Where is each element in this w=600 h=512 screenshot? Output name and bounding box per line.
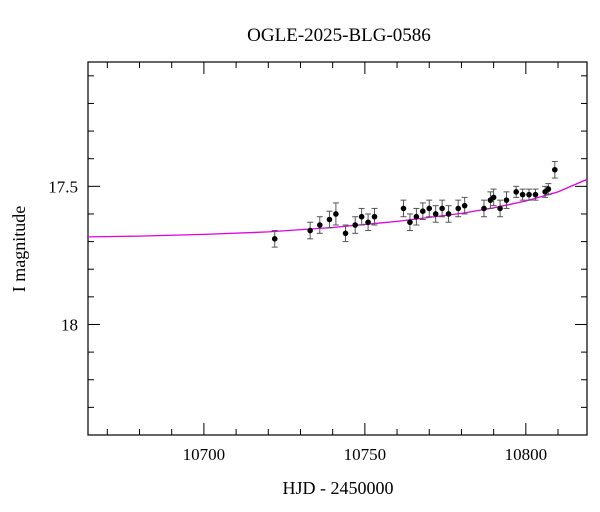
data-point [445, 211, 452, 217]
data-point-group [439, 199, 446, 218]
data-point [490, 194, 497, 201]
data-point [371, 213, 378, 220]
data-point [407, 219, 413, 226]
data-point [552, 166, 558, 173]
data-point-group [326, 210, 333, 229]
data-point [497, 205, 503, 212]
data-point-group [545, 183, 552, 196]
data-point [326, 216, 333, 223]
data-point [358, 213, 365, 220]
data-point-group [445, 205, 452, 223]
y-axis-label: I magnitude [9, 206, 29, 292]
data-point-group [542, 185, 549, 198]
data-point-group [371, 207, 378, 226]
data-point [307, 227, 313, 234]
data-point-group [413, 207, 420, 226]
data-point [526, 191, 532, 198]
data-point [532, 191, 539, 198]
data-point [365, 219, 371, 226]
x-tick-label: 10700 [183, 445, 226, 464]
x-axis-ticks [106, 62, 559, 435]
data-point-group [365, 213, 372, 232]
data-point-group [455, 199, 462, 218]
x-axis-label: HJD - 2450000 [283, 478, 394, 498]
data-point [432, 211, 439, 217]
data-point-group [419, 202, 426, 220]
data-point-group [352, 216, 359, 234]
data-point-group [513, 185, 520, 198]
data-point-group [432, 205, 439, 223]
data-point [333, 211, 339, 217]
chart-title: OGLE-2025-BLG-0586 [247, 25, 431, 46]
data-point [513, 189, 519, 195]
data-point-group [497, 199, 504, 218]
data-point [455, 205, 462, 212]
data-point-group [532, 188, 539, 201]
data-point-group [461, 196, 468, 215]
data-point [426, 205, 433, 212]
data-point-group [307, 221, 314, 240]
data-point-group [316, 216, 323, 234]
data-point-group [490, 188, 497, 207]
data-point-group [480, 199, 487, 218]
data-point [481, 205, 487, 212]
data-point-group [400, 199, 407, 218]
data-point [420, 208, 426, 214]
data-point-group [426, 199, 433, 218]
data-point [413, 213, 420, 220]
data-point [342, 230, 349, 237]
data-point-group [526, 188, 533, 201]
data-point-group [503, 191, 510, 209]
data-point [352, 222, 359, 228]
data-point [461, 202, 468, 209]
data-point-group [519, 188, 526, 201]
data-point-group [332, 202, 339, 226]
data-point [519, 191, 526, 198]
data-point-group [342, 224, 349, 243]
x-tick-label: 10800 [505, 445, 548, 464]
data-point-group [358, 207, 365, 226]
y-tick-label: 18 [61, 315, 78, 334]
data-point-group [551, 160, 558, 179]
data-point [400, 205, 407, 212]
x-tick-label: 10750 [344, 445, 387, 464]
y-tick-label: 17.5 [48, 177, 78, 196]
data-points-layer [271, 160, 558, 248]
y-axis-ticks [88, 75, 587, 436]
model-curve-layer [87, 178, 588, 238]
data-point [271, 236, 278, 242]
data-point-group [271, 230, 278, 248]
x-axis-tick-labels: 10700 10750 10800 [183, 445, 547, 464]
y-axis-tick-labels: 17.5 18 [48, 177, 78, 334]
data-point [316, 222, 323, 228]
data-point [503, 197, 510, 203]
model-curve [87, 178, 588, 238]
data-point-group [406, 213, 413, 232]
data-point [545, 186, 552, 192]
plot-frame [87, 61, 588, 436]
data-point [439, 205, 445, 212]
